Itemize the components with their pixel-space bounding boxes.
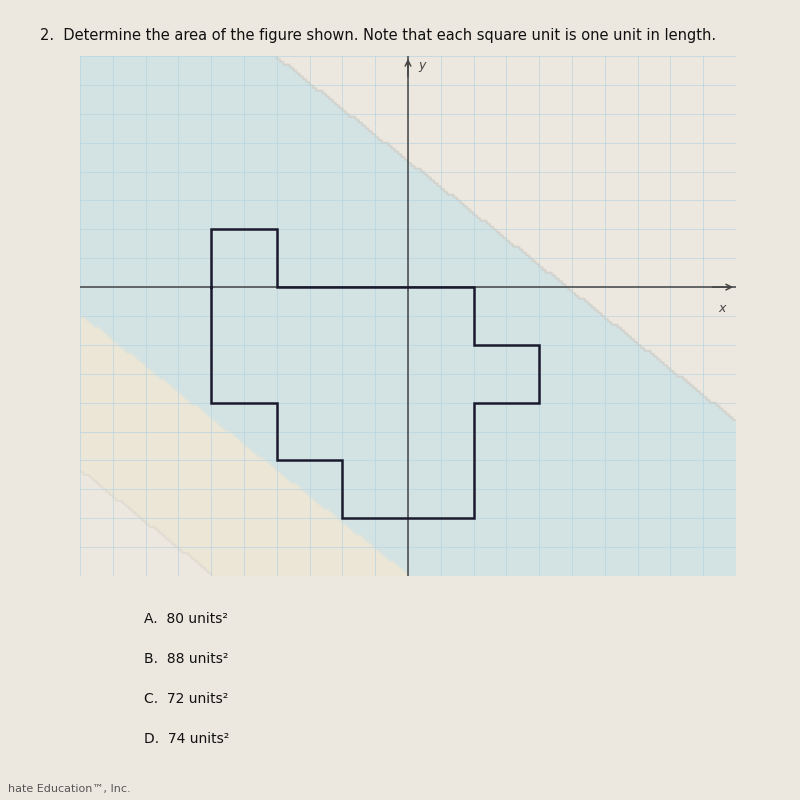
Text: D.  74 units²: D. 74 units² bbox=[144, 732, 230, 746]
Text: hate Education™, Inc.: hate Education™, Inc. bbox=[8, 784, 130, 794]
Text: C.  72 units²: C. 72 units² bbox=[144, 692, 228, 706]
Text: B.  88 units²: B. 88 units² bbox=[144, 652, 228, 666]
Text: x: x bbox=[718, 302, 726, 314]
Text: A.  80 units²: A. 80 units² bbox=[144, 612, 228, 626]
Text: 2.  Determine the area of the figure shown. Note that each square unit is one un: 2. Determine the area of the figure show… bbox=[40, 28, 716, 43]
Text: y: y bbox=[418, 59, 426, 72]
